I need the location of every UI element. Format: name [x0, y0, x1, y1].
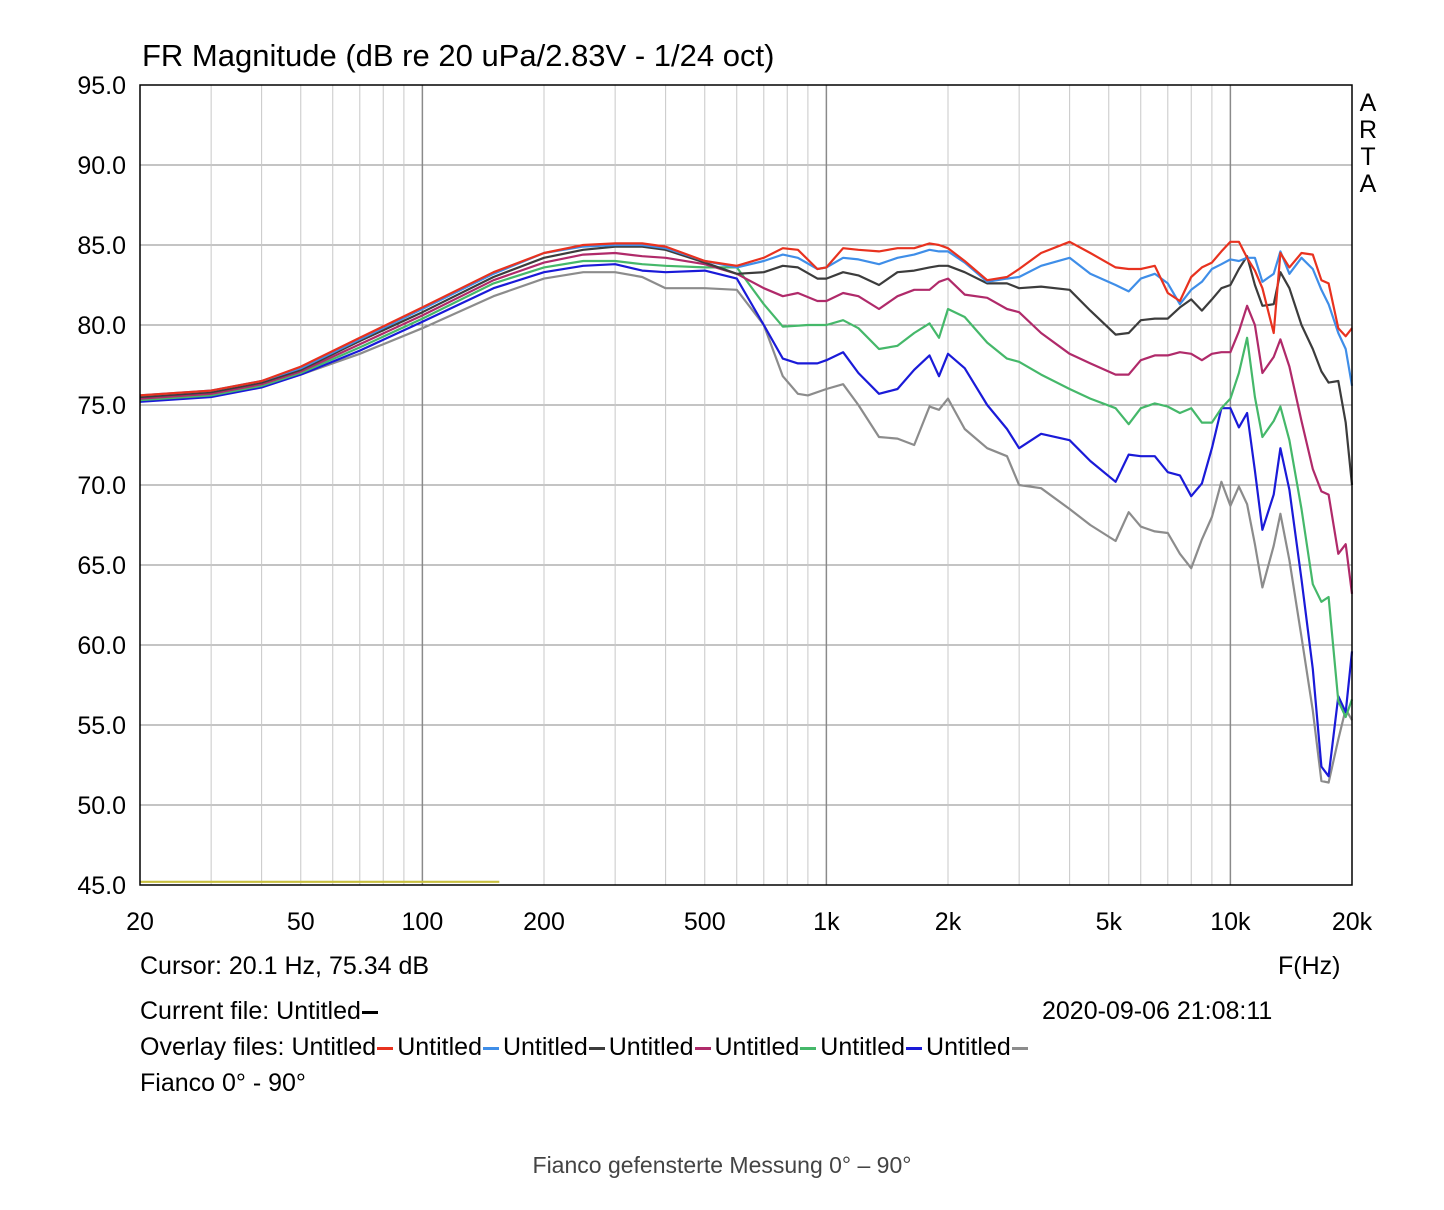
y-tick-label: 60.0 [77, 632, 126, 660]
y-tick-label: 45.0 [77, 872, 126, 900]
overlay-file-name: Untitled [714, 1033, 800, 1061]
x-tick-label: 2k [935, 908, 962, 936]
y-tick-label: 65.0 [77, 552, 126, 580]
overlay-file-name: Untitled [820, 1033, 906, 1061]
y-tick-label: 55.0 [77, 712, 126, 740]
x-tick-label: 1k [813, 908, 840, 936]
plot-series [139, 240, 1354, 883]
x-tick-label: 20k [1332, 908, 1373, 936]
overlay-file-item: Untitled [291, 1033, 397, 1061]
arta-side-label: A R T A [1356, 90, 1380, 198]
current-file-text: Current file: Untitled [140, 997, 361, 1025]
overlay-file-item: Untitled [503, 1033, 609, 1061]
y-tick-label: 80.0 [77, 312, 126, 340]
overlay-files-label: Overlay files: [140, 1033, 285, 1061]
overlay-file-name: Untitled [397, 1033, 482, 1061]
overlay-color-swatch [588, 1046, 605, 1050]
series-line-3 [139, 259, 1354, 719]
y-tick-label: 90.0 [77, 152, 126, 180]
overlay-file-item: Untitled [397, 1033, 503, 1061]
arta-letter: A [1359, 89, 1377, 117]
overlay-file-item: Untitled [715, 1033, 821, 1061]
date-time: 2020-09-06 21:08:11 [1042, 997, 1273, 1025]
overlay-color-swatch [800, 1046, 817, 1050]
overlay-file-name: Untitled [291, 1033, 377, 1061]
x-tick-label: 10k [1210, 908, 1251, 936]
chart-title: FR Magnitude (dB re 20 uPa/2.83V - 1/24 … [142, 38, 775, 73]
arta-letter: R [1358, 116, 1378, 144]
overlay-file-name: Untitled [608, 1033, 694, 1061]
series-line-7 [139, 240, 1353, 397]
overlay-files-list: Overlay files: Untitled Untitled Untitled U… [140, 1033, 1032, 1062]
series-line-4 [139, 251, 1354, 594]
overlay-file-item: Untitled [926, 1033, 1032, 1061]
x-tick-label: 500 [684, 908, 726, 936]
x-tick-label: 100 [402, 908, 444, 936]
current-file-label: Current file: Untitled [140, 997, 382, 1026]
x-tick-label: 20 [126, 908, 154, 936]
x-tick-label: 200 [523, 908, 565, 936]
figure-caption: Fianco gefensterte Messung 0° – 90° [532, 1152, 912, 1178]
y-axis-ticks: 95.0 90.0 85.0 80.0 75.0 70.0 65.0 60.0 55.0 50.0… [77, 72, 126, 900]
overlay-file-item: Untitled [820, 1033, 926, 1061]
x-tick-label: 5k [1096, 908, 1123, 936]
overlay-file-name: Untitled [926, 1033, 1011, 1061]
x-axis-ticks: 20 50 100 200 500 1k 2k 5k 10k 20k [126, 908, 1373, 936]
cursor-readout: Cursor: 20.1 Hz, 75.34 dB [140, 952, 430, 980]
overlay-file-name: Untitled [502, 1033, 588, 1061]
y-tick-label: 95.0 [77, 72, 126, 100]
y-tick-label: 85.0 [77, 232, 126, 260]
series-line-6 [139, 243, 1354, 397]
x-tick-label: 50 [287, 908, 315, 936]
y-tick-label: 75.0 [77, 392, 126, 420]
series-line-1 [139, 271, 1353, 784]
arta-letter: T [1360, 143, 1376, 171]
overlay-color-swatch [694, 1046, 711, 1050]
overlay-color-swatch [377, 1046, 394, 1050]
y-tick-label: 50.0 [77, 792, 126, 820]
overlay-color-swatch [482, 1046, 499, 1050]
arta-letter: A [1359, 170, 1377, 198]
overlay-color-swatch [906, 1046, 923, 1050]
plot-frame [139, 84, 1353, 886]
overlay-color-swatch [1011, 1046, 1028, 1050]
measurement-note: Fianco 0° - 90° [140, 1069, 306, 1097]
x-axis-unit-label: F(Hz) [1278, 952, 1341, 980]
overlay-file-item: Untitled [609, 1033, 715, 1061]
plot-grid [140, 84, 1352, 886]
y-tick-label: 70.0 [77, 472, 126, 500]
current-file-color-swatch [361, 1010, 378, 1014]
series-line-2 [139, 263, 1354, 778]
